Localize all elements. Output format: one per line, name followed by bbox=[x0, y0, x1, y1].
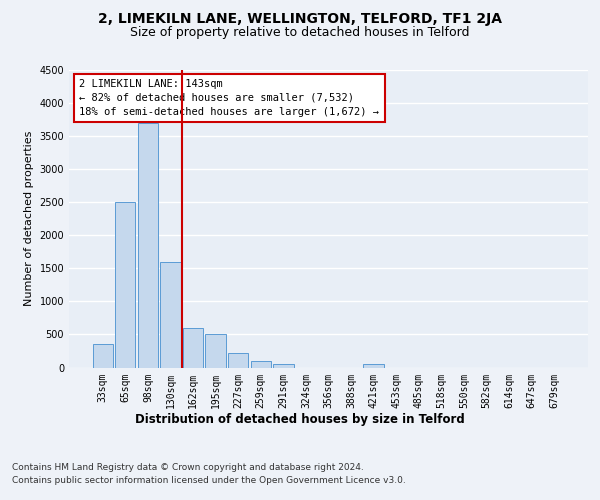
Y-axis label: Number of detached properties: Number of detached properties bbox=[24, 131, 34, 306]
Bar bbox=[251, 361, 271, 368]
Bar bbox=[138, 123, 158, 368]
Bar bbox=[183, 328, 203, 368]
Bar bbox=[160, 262, 181, 368]
Text: Contains HM Land Registry data © Crown copyright and database right 2024.: Contains HM Land Registry data © Crown c… bbox=[12, 462, 364, 471]
Text: Size of property relative to detached houses in Telford: Size of property relative to detached ho… bbox=[130, 26, 470, 39]
Text: 2, LIMEKILN LANE, WELLINGTON, TELFORD, TF1 2JA: 2, LIMEKILN LANE, WELLINGTON, TELFORD, T… bbox=[98, 12, 502, 26]
Bar bbox=[273, 364, 293, 368]
Bar bbox=[364, 364, 384, 368]
Text: 2 LIMEKILN LANE: 143sqm
← 82% of detached houses are smaller (7,532)
18% of semi: 2 LIMEKILN LANE: 143sqm ← 82% of detache… bbox=[79, 79, 379, 117]
Bar bbox=[115, 202, 136, 368]
Text: Distribution of detached houses by size in Telford: Distribution of detached houses by size … bbox=[135, 412, 465, 426]
Bar bbox=[92, 344, 113, 368]
Bar bbox=[228, 353, 248, 368]
Bar bbox=[205, 334, 226, 368]
Text: Contains public sector information licensed under the Open Government Licence v3: Contains public sector information licen… bbox=[12, 476, 406, 485]
